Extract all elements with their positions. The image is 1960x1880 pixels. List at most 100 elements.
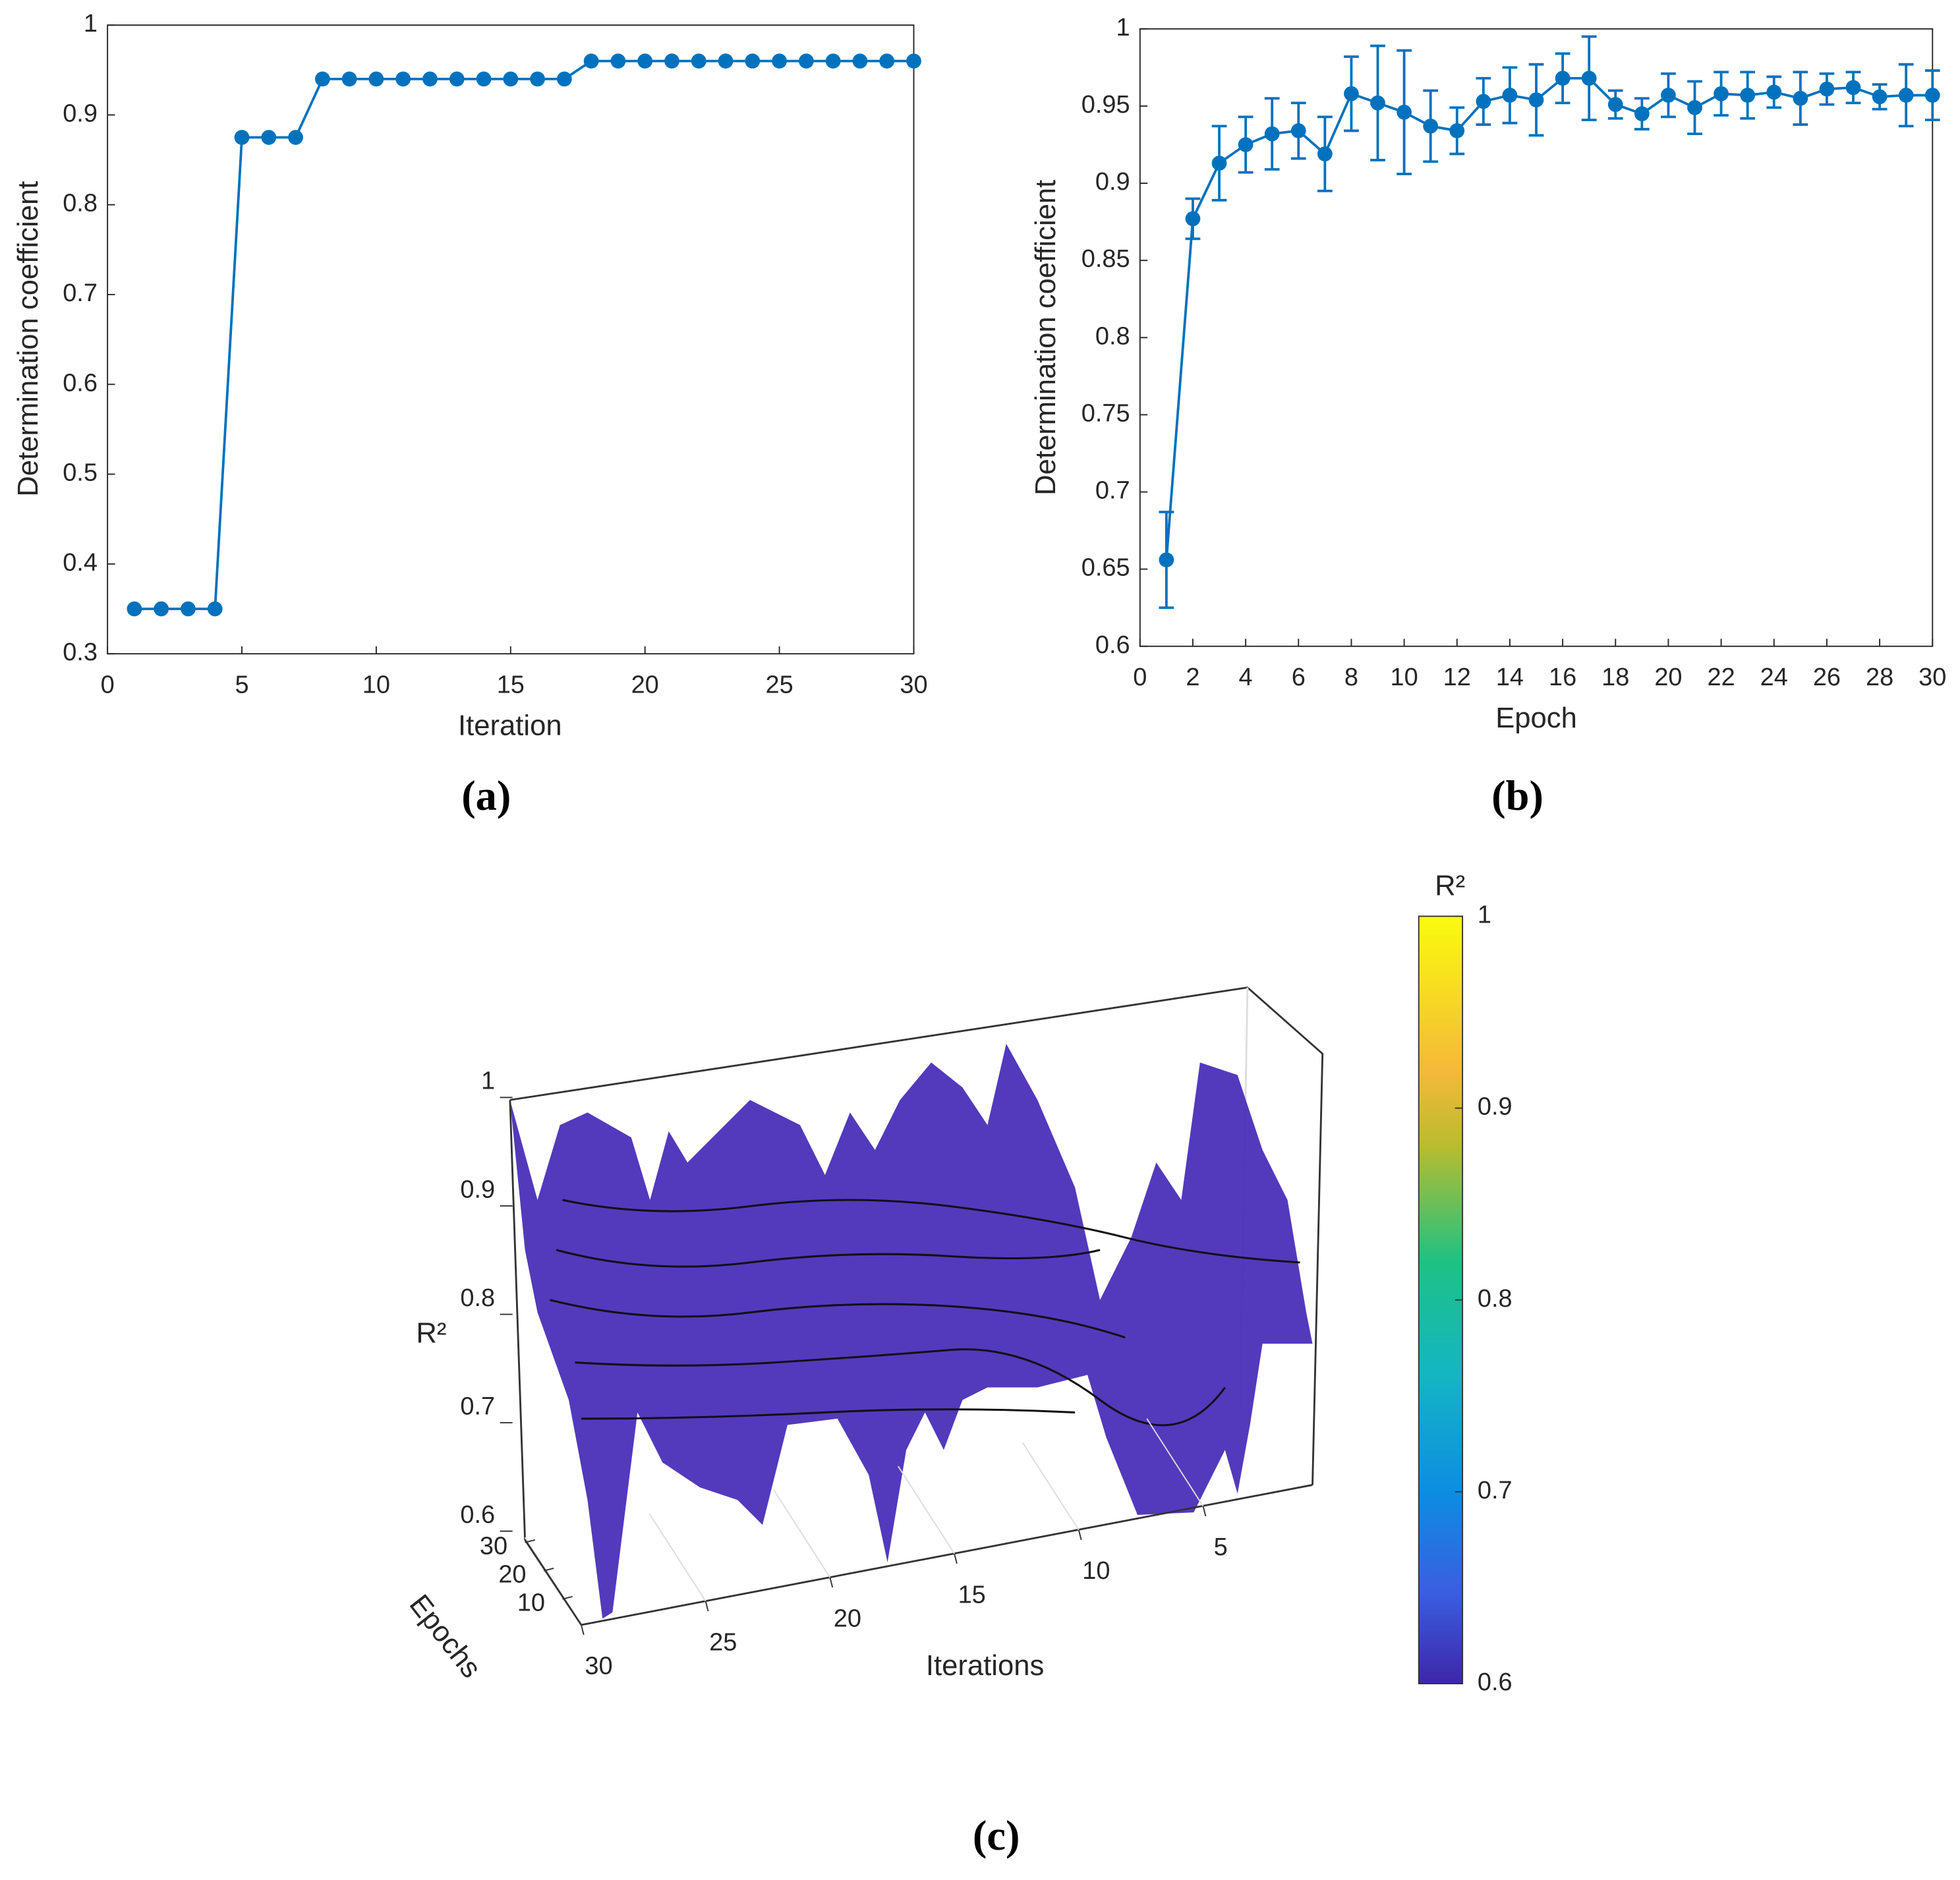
data-point — [1344, 86, 1359, 101]
data-point — [1528, 92, 1544, 107]
data-point — [772, 53, 787, 69]
y-tick-label: 0.6 — [63, 369, 98, 397]
x-tick-label: 25 — [765, 671, 793, 698]
y-tick-label: 1 — [84, 10, 98, 38]
y-tick-label: 0.7 — [63, 279, 98, 307]
data-point — [1872, 89, 1888, 105]
x-tick-label: 15 — [958, 1581, 986, 1609]
x-axis-label: Iteration — [458, 710, 562, 742]
grid-line — [1146, 1418, 1204, 1507]
caption: (b) — [1491, 772, 1543, 819]
y-axis-label: Determination coefficient — [13, 181, 44, 497]
z-tick-label: 0.9 — [460, 1176, 495, 1203]
x-tick — [829, 1577, 834, 1588]
y-tick-label: 30 — [480, 1532, 507, 1560]
data-point — [422, 71, 438, 87]
data-point — [745, 53, 761, 69]
data-point — [1661, 88, 1676, 103]
y-tick-label: 0.6 — [1095, 631, 1130, 659]
data-point — [1555, 71, 1571, 86]
data-point — [1370, 95, 1385, 111]
x-tick-label: 10 — [1082, 1557, 1110, 1585]
data-point — [1607, 97, 1623, 112]
x-tick-label: 6 — [1292, 664, 1306, 691]
data-point — [1898, 88, 1914, 103]
x-tick-label: 8 — [1344, 664, 1358, 691]
x-tick-label: 14 — [1496, 664, 1524, 691]
colorbar-tick-label: 0.6 — [1478, 1668, 1513, 1696]
z-axis — [509, 1100, 527, 1540]
data-point — [1819, 81, 1835, 97]
y-tick — [525, 1539, 536, 1543]
y-tick-label: 20 — [498, 1560, 526, 1588]
data-point — [476, 71, 492, 87]
data-point — [368, 71, 384, 87]
colorbar-tick-label: 0.9 — [1478, 1093, 1513, 1121]
y-tick-label: 0.7 — [1095, 477, 1130, 505]
data-point — [181, 601, 196, 617]
data-point — [1449, 123, 1465, 138]
data-point — [1397, 104, 1412, 120]
data-point — [1634, 106, 1650, 122]
x-tick-label: 20 — [834, 1605, 861, 1632]
series-line — [134, 59, 914, 610]
data-point — [1211, 156, 1227, 171]
x-tick-label: 15 — [497, 671, 525, 698]
y-tick-label: 0.85 — [1081, 245, 1130, 273]
grid-line — [897, 1466, 955, 1554]
x-axis-label: Iterations — [926, 1650, 1044, 1682]
data-point — [852, 53, 868, 69]
x-tick-label: 30 — [1918, 664, 1946, 691]
x-tick-label: 5 — [235, 671, 248, 698]
surface — [509, 1043, 1313, 1619]
colorbar-tick-label: 0.7 — [1478, 1477, 1513, 1504]
x-tick-label: 30 — [585, 1652, 612, 1680]
data-point — [1185, 211, 1201, 227]
data-point — [503, 71, 519, 87]
colorbar-title: R² — [1435, 870, 1465, 901]
y-tick — [562, 1595, 573, 1600]
contour-lines — [550, 1199, 1300, 1427]
data-point — [234, 130, 250, 145]
x-tick-label: 20 — [1654, 664, 1682, 691]
data-point — [1317, 146, 1333, 161]
data-point — [154, 601, 169, 617]
x-tick-label: 10 — [362, 671, 390, 698]
x-tick — [581, 1624, 585, 1636]
x-tick — [705, 1601, 709, 1612]
x-tick-label: 12 — [1443, 664, 1471, 691]
x-tick-label: 25 — [709, 1628, 737, 1656]
data-point — [1238, 137, 1254, 152]
y-tick-label: 0.75 — [1081, 399, 1130, 427]
z-tick-label: 0.6 — [460, 1501, 495, 1529]
data-point — [556, 71, 572, 87]
x-tick — [1078, 1529, 1082, 1541]
y-tick-label: 0.3 — [63, 639, 98, 666]
y-tick-label: 10 — [517, 1589, 545, 1616]
z-tick-label: 0.8 — [460, 1284, 495, 1312]
series-line — [1165, 76, 1933, 560]
z-tick-label: 1 — [481, 1068, 495, 1095]
data-point — [288, 130, 303, 145]
y-tick-label: 0.65 — [1081, 554, 1130, 582]
data-point — [1581, 71, 1597, 86]
data-point — [1740, 88, 1756, 103]
x-tick-label: 10 — [1391, 664, 1418, 691]
x-tick-label: 5 — [1214, 1533, 1228, 1561]
data-point — [1924, 88, 1940, 103]
data-point — [1714, 86, 1729, 101]
data-point — [1264, 126, 1280, 142]
y-tick-label: 0.9 — [1095, 168, 1130, 196]
data-point — [1423, 119, 1439, 134]
data-point — [879, 53, 895, 69]
caption: (c) — [973, 1812, 1020, 1859]
grid-line — [1022, 1442, 1080, 1531]
y-tick — [543, 1567, 554, 1572]
caption: (a) — [461, 772, 511, 819]
y-tick-label: 0.8 — [63, 190, 98, 217]
data-point — [583, 53, 599, 69]
grid-line — [649, 1513, 706, 1602]
colorbar-tick-label: 1 — [1478, 901, 1491, 928]
data-point — [664, 53, 679, 69]
